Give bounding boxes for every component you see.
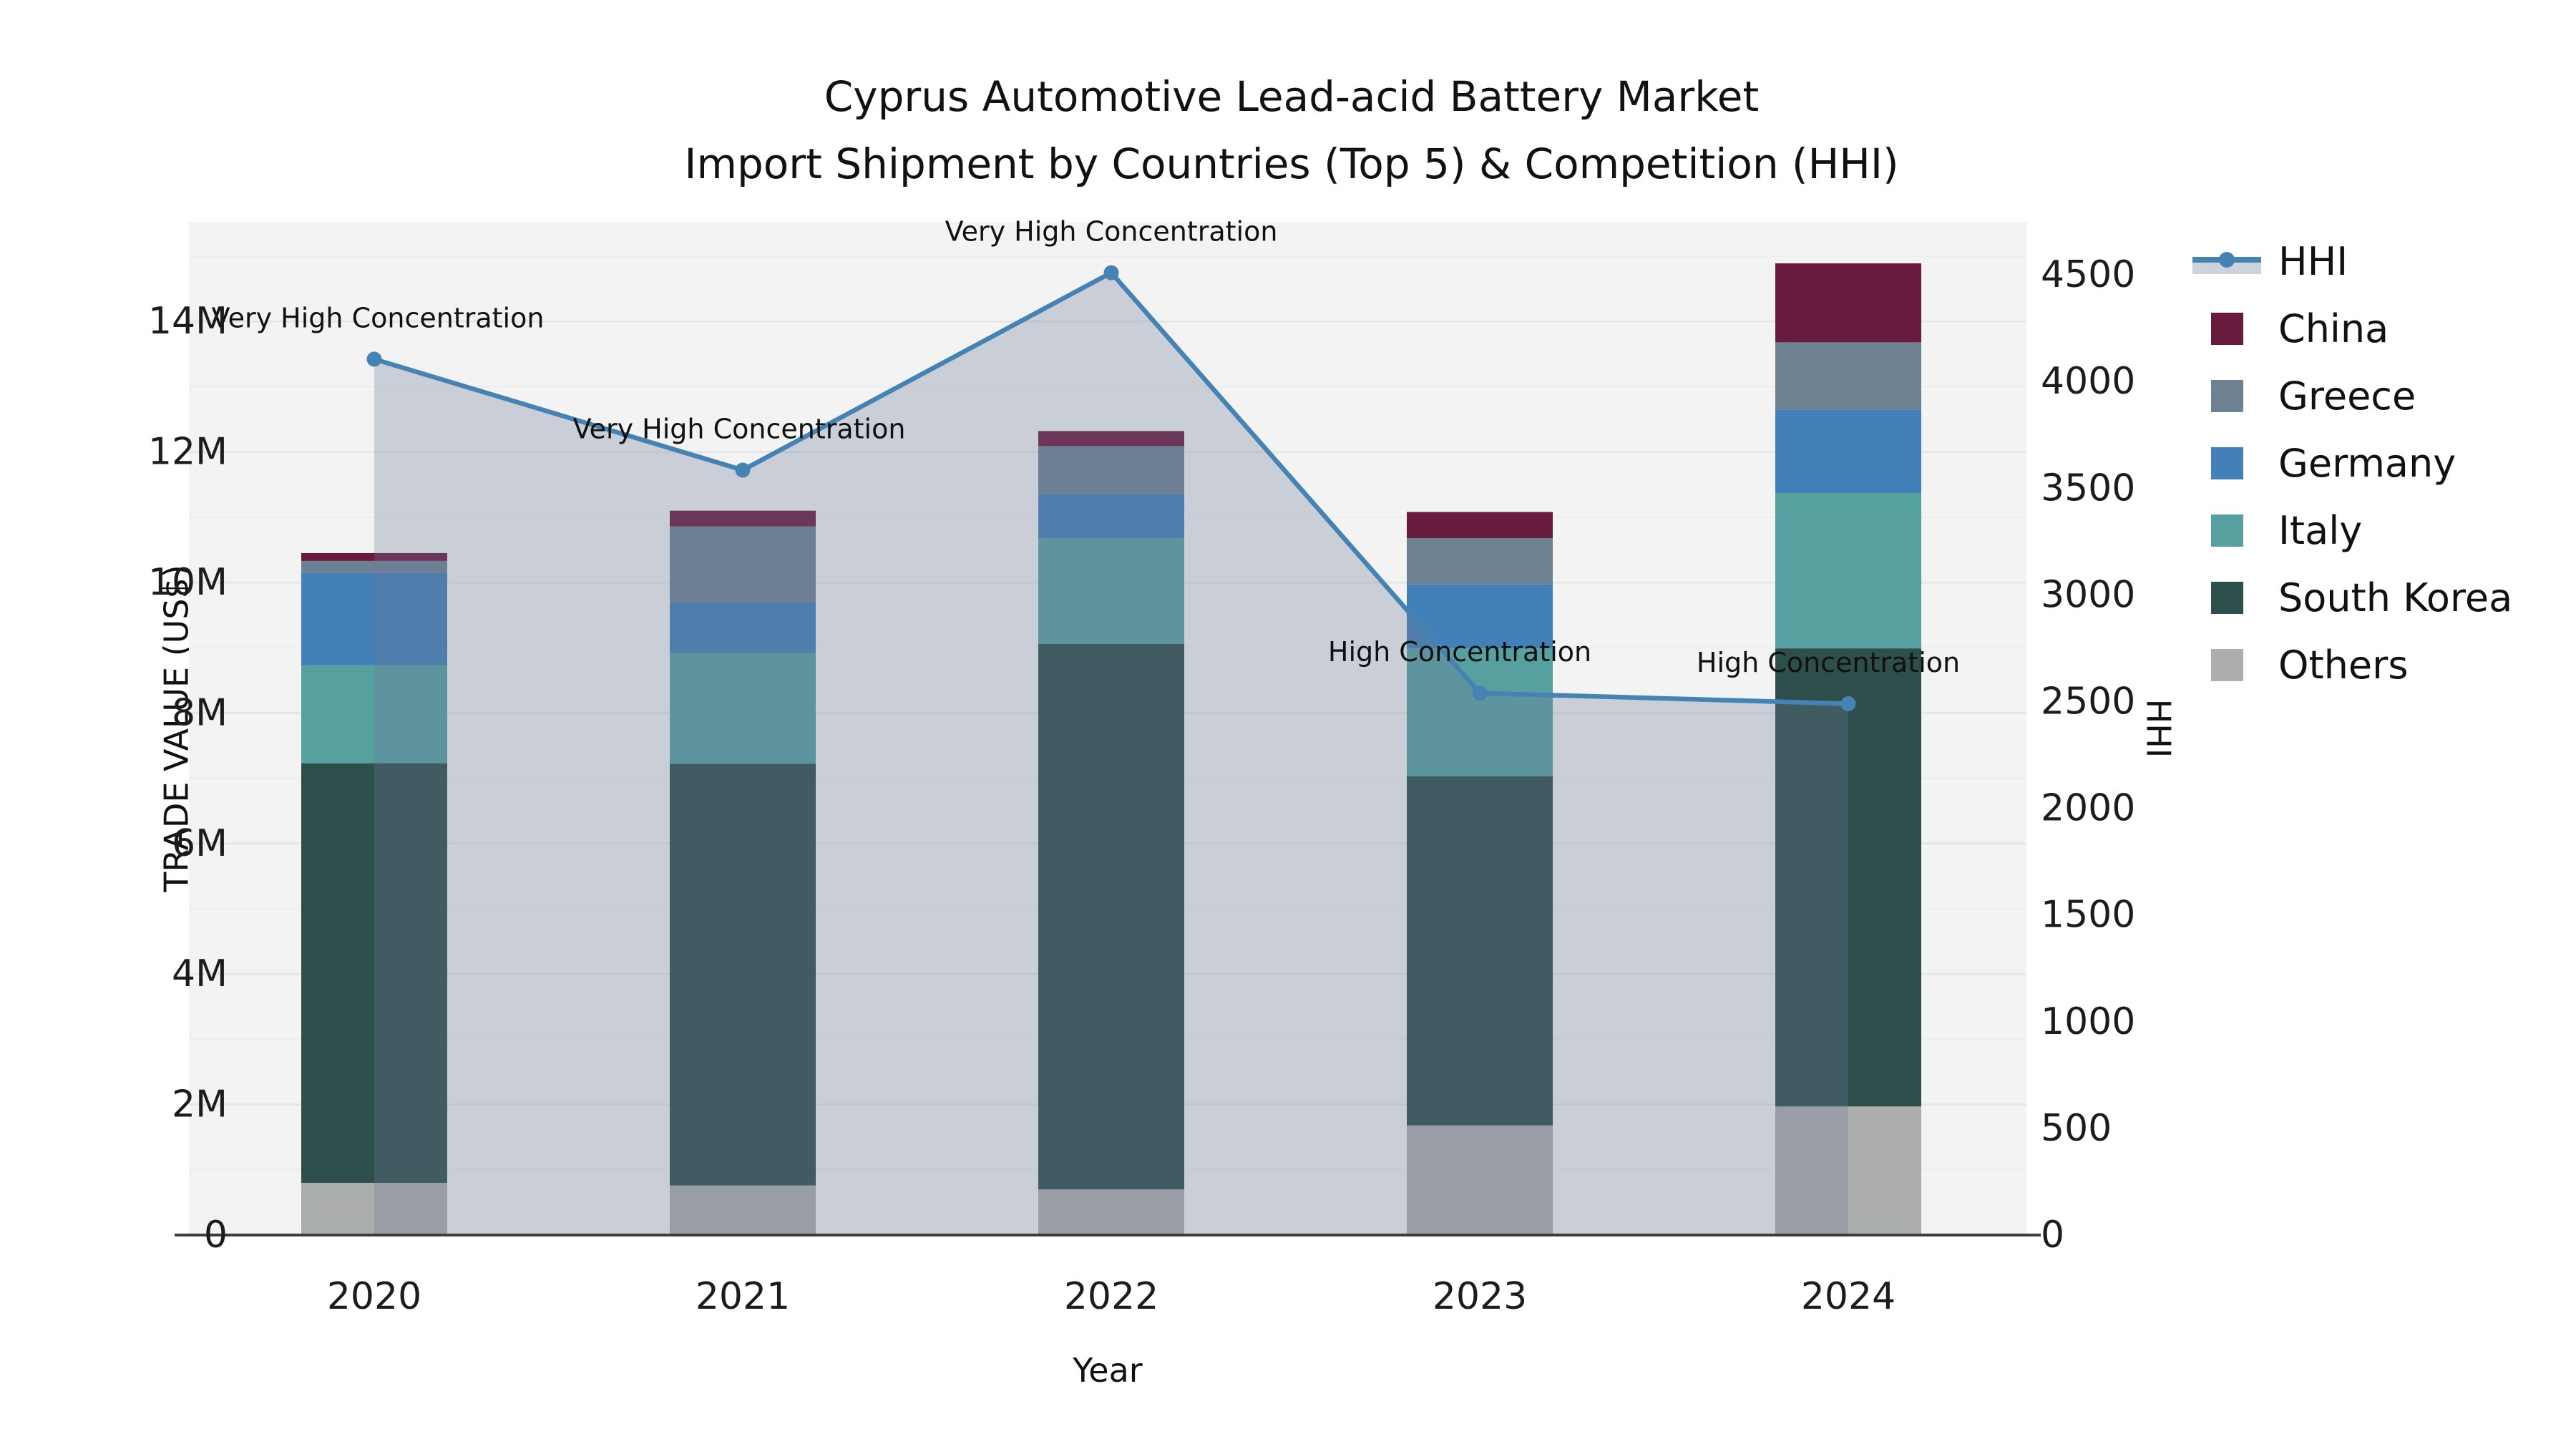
- y-tick-left-6M: 6M: [172, 822, 228, 865]
- swatch-color: [2210, 648, 2243, 681]
- bar-2020-china: [301, 552, 447, 561]
- y-tick-left-14M: 14M: [148, 300, 228, 343]
- bar-2024-china: [1775, 263, 1921, 343]
- swatch-color: [2210, 581, 2243, 614]
- bar-2024-south-korea: [1775, 648, 1921, 1107]
- hhi-area-fill: [374, 273, 1848, 1235]
- bar-2022-south-korea: [1038, 643, 1184, 1190]
- legend-swatch-italy-icon: [2191, 514, 2263, 547]
- y-tick-left-8M: 8M: [172, 691, 228, 734]
- bar-2024-others: [1775, 1106, 1921, 1235]
- annotation-2020: Very High Concentration: [212, 302, 545, 333]
- legend: HHI China Greece Germany Italy South Korea Oth…: [2191, 228, 2563, 698]
- swatch-color: [2210, 312, 2243, 345]
- hhi-marker-2020: [366, 351, 382, 367]
- x-tick-2021: 2021: [696, 1275, 790, 1318]
- bar-2020-south-korea: [301, 763, 447, 1184]
- bar-2024-greece: [1775, 342, 1921, 410]
- y-tick-left-4M: 4M: [172, 952, 228, 995]
- bar-2023-others: [1407, 1125, 1553, 1235]
- y-tick-left-10M: 10M: [148, 561, 228, 604]
- legend-item-china: China: [2191, 295, 2563, 362]
- bar-2021-others: [670, 1185, 816, 1235]
- y-tick-right-3500: 3500: [2041, 467, 2135, 509]
- y-tick-right-3000: 3000: [2041, 573, 2135, 616]
- y-tick-right-1500: 1500: [2041, 894, 2135, 937]
- legend-swatch-south-korea-icon: [2191, 581, 2263, 614]
- bar-2022-germany: [1038, 494, 1184, 538]
- legend-item-label: Greece: [2278, 373, 2416, 419]
- hhi-marker-2023: [1472, 686, 1488, 701]
- hhi-marker-2021: [735, 462, 751, 478]
- bar-2024-germany: [1775, 409, 1921, 494]
- y-tick-left-2M: 2M: [172, 1083, 228, 1126]
- x-tick-2020: 2020: [327, 1275, 421, 1318]
- annotation-2021: Very High Concentration: [573, 413, 906, 444]
- bar-2021-italy: [670, 653, 816, 764]
- bar-2024-italy: [1775, 493, 1921, 649]
- bar-2021-south-korea: [670, 763, 816, 1186]
- bar-2021-china: [670, 510, 816, 527]
- y-tick-right-4000: 4000: [2041, 360, 2135, 403]
- legend-hhi-line-icon: [2191, 244, 2263, 278]
- chart-title-line-1: Cyprus Automotive Lead-acid Battery Mark…: [824, 72, 1760, 121]
- bar-2022-others: [1038, 1189, 1184, 1235]
- legend-item-hhi: HHI: [2191, 228, 2563, 295]
- y-tick-right-4500: 4500: [2041, 253, 2135, 296]
- bar-2020-greece: [301, 560, 447, 573]
- legend-swatch-others-icon: [2191, 648, 2263, 681]
- bar-2020-germany: [301, 572, 447, 665]
- annotation-2022: Very High Concentration: [945, 216, 1278, 248]
- chart-title: Cyprus Automotive Lead-acid Battery Mark…: [0, 63, 2576, 197]
- hhi-marker-2024: [1840, 696, 1856, 711]
- legend-item-south-korea: South Korea: [2191, 564, 2563, 631]
- legend-swatch-china-icon: [2191, 312, 2263, 345]
- y-tick-left-0: 0: [204, 1214, 228, 1257]
- hhi-marker-2022: [1103, 265, 1119, 280]
- legend-swatch-germany-icon: [2191, 447, 2263, 479]
- y-tick-right-0: 0: [2041, 1214, 2064, 1257]
- chart-title-line-2: Import Shipment by Countries (Top 5) & C…: [684, 140, 1899, 188]
- annotation-2023: High Concentration: [1328, 636, 1591, 668]
- legend-item-label: South Korea: [2278, 575, 2513, 620]
- x-tick-2022: 2022: [1064, 1275, 1158, 1318]
- bar-2020-italy: [301, 665, 447, 763]
- bar-2020-others: [301, 1183, 447, 1235]
- annotation-2024: High Concentration: [1697, 647, 1960, 678]
- bar-2023-south-korea: [1407, 776, 1553, 1126]
- legend-item-label: HHI: [2278, 238, 2348, 284]
- bar-2023-china: [1407, 512, 1553, 538]
- legend-item-germany: Germany: [2191, 429, 2563, 497]
- y-tick-right-2500: 2500: [2041, 680, 2135, 723]
- y-tick-right-500: 500: [2041, 1107, 2112, 1150]
- swatch-color: [2210, 514, 2243, 547]
- legend-item-label: Italy: [2278, 507, 2363, 553]
- bar-2021-greece: [670, 526, 816, 602]
- x-axis-label: Year: [1073, 1351, 1143, 1390]
- bar-2021-germany: [670, 602, 816, 653]
- bar-2022-china: [1038, 431, 1184, 447]
- bar-2023-greece: [1407, 537, 1553, 585]
- bar-2022-greece: [1038, 446, 1184, 494]
- y-tick-left-12M: 12M: [148, 431, 228, 474]
- legend-item-italy: Italy: [2191, 497, 2563, 564]
- x-tick-2023: 2023: [1433, 1275, 1527, 1318]
- swatch-color: [2210, 447, 2243, 479]
- bar-2023-italy: [1407, 648, 1553, 776]
- swatch-color: [2210, 379, 2243, 412]
- legend-item-others: Others: [2191, 631, 2563, 698]
- y-tick-right-2000: 2000: [2041, 787, 2135, 830]
- x-tick-2024: 2024: [1801, 1275, 1896, 1318]
- legend-swatch-greece-icon: [2191, 379, 2263, 412]
- legend-item-greece: Greece: [2191, 362, 2563, 429]
- legend-item-label: China: [2278, 306, 2389, 351]
- bar-2022-italy: [1038, 537, 1184, 644]
- y-tick-right-1000: 1000: [2041, 1000, 2135, 1043]
- legend-item-label: Germany: [2278, 440, 2457, 486]
- legend-item-label: Others: [2278, 642, 2409, 688]
